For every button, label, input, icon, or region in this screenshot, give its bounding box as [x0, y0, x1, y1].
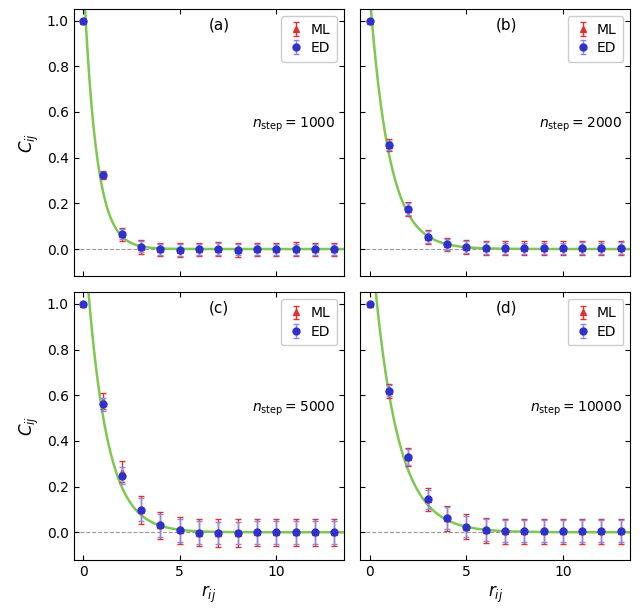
Text: $n_{\mathrm{step}} = $5000: $n_{\mathrm{step}} = $5000 [252, 399, 336, 418]
X-axis label: $r_{ij}$: $r_{ij}$ [201, 584, 216, 605]
Legend: ML, ED: ML, ED [281, 16, 337, 62]
Text: (d): (d) [495, 301, 516, 315]
Legend: ML, ED: ML, ED [568, 16, 623, 62]
Text: (b): (b) [495, 17, 516, 32]
Text: (a): (a) [209, 17, 230, 32]
Text: $n_{\mathrm{step}} = $2000: $n_{\mathrm{step}} = $2000 [539, 116, 622, 135]
Legend: ML, ED: ML, ED [568, 300, 623, 346]
Y-axis label: $C_{ij}$: $C_{ij}$ [18, 133, 41, 153]
Y-axis label: $C_{ij}$: $C_{ij}$ [18, 416, 41, 436]
Text: (c): (c) [209, 301, 229, 315]
X-axis label: $r_{ij}$: $r_{ij}$ [488, 584, 503, 605]
Legend: ML, ED: ML, ED [281, 300, 337, 346]
Text: $n_{\mathrm{step}} = $10000: $n_{\mathrm{step}} = $10000 [530, 399, 622, 418]
Text: $n_{\mathrm{step}} = $1000: $n_{\mathrm{step}} = $1000 [252, 116, 336, 135]
